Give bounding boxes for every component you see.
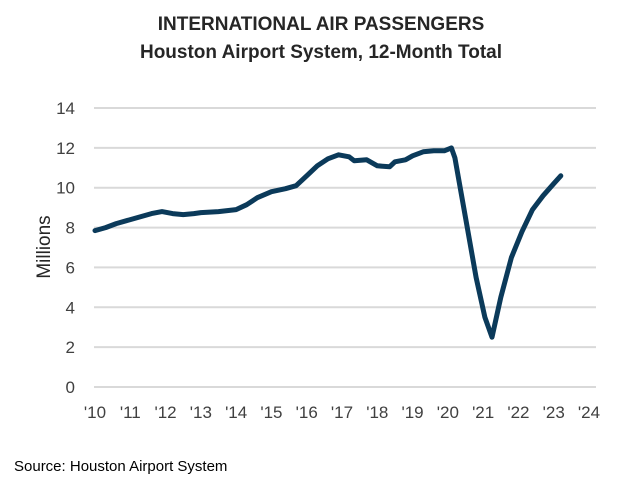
x-tick-label: '10 <box>84 403 106 422</box>
x-tick-label: '20 <box>437 403 459 422</box>
x-tick-label: '11 <box>120 403 141 422</box>
y-axis-label: Millions <box>34 215 55 278</box>
x-tick-label: '21 <box>472 403 494 422</box>
y-tick-label: 0 <box>66 378 75 397</box>
x-tick-label: '16 <box>296 403 318 422</box>
x-tick-label: '14 <box>225 403 247 422</box>
y-tick-label: 4 <box>66 298 75 317</box>
y-tick-label: 10 <box>56 179 75 198</box>
x-tick-label: '15 <box>260 403 282 422</box>
chart-subtitle: Houston Airport System, 12-Month Total <box>140 42 502 63</box>
x-tick-label: '12 <box>154 403 176 422</box>
x-tick-label: '22 <box>507 403 529 422</box>
source-note: Source: Houston Airport System <box>14 458 228 475</box>
x-tick-label: '24 <box>578 403 600 422</box>
chart-title: INTERNATIONAL AIR PASSENGERS <box>158 14 485 35</box>
x-tick-label: '23 <box>543 403 565 422</box>
y-tick-label: 8 <box>66 219 75 238</box>
y-tick-label: 12 <box>56 139 75 158</box>
x-tick-label: '18 <box>366 403 388 422</box>
x-tick-label: '19 <box>401 403 423 422</box>
series-line <box>92 145 564 340</box>
x-tick-label: '13 <box>190 403 212 422</box>
y-tick-label: 6 <box>66 258 75 277</box>
y-tick-label: 14 <box>56 99 75 118</box>
y-tick-label: 2 <box>66 338 75 357</box>
x-tick-label: '17 <box>331 403 353 422</box>
